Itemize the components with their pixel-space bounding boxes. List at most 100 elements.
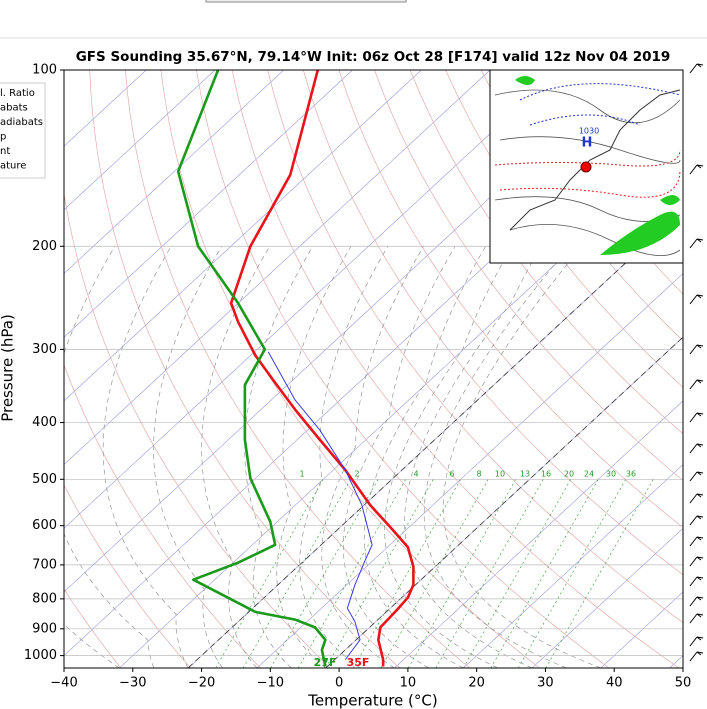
guide-line <box>407 479 516 668</box>
guide-line <box>270 479 379 668</box>
mixing-ratio-label: 6 <box>449 470 454 479</box>
guide-line <box>64 246 155 668</box>
x-tick-label: −30 <box>119 676 146 691</box>
mixing-ratio-label: 36 <box>626 470 636 479</box>
x-axis-label: Temperature (°C) <box>307 692 437 709</box>
guide-line <box>64 623 120 668</box>
mixing-ratio-label: 4 <box>413 470 418 479</box>
y-tick-label: 500 <box>32 472 57 487</box>
inset-label: 1030 <box>579 127 599 136</box>
inset-label: H <box>582 136 593 151</box>
legend-label: p <box>0 132 6 143</box>
guide-line <box>409 70 683 435</box>
y-tick-label: 200 <box>32 239 57 254</box>
guide-line <box>404 246 542 668</box>
wind-barb <box>689 471 704 482</box>
wind-barb <box>689 596 704 607</box>
guide-line <box>384 246 513 668</box>
mixing-ratio-label: 13 <box>520 470 530 479</box>
guide-line <box>463 464 683 668</box>
guide-line <box>201 246 270 668</box>
guide-line <box>64 70 491 465</box>
y-tick-label: 300 <box>32 342 57 357</box>
guide-line <box>518 479 627 668</box>
x-tick-label: 40 <box>606 676 623 691</box>
guide-line <box>445 70 683 388</box>
legend-label: adiabats <box>0 117 43 128</box>
wind-barb <box>689 344 704 355</box>
guide-line <box>196 70 610 668</box>
wind-barb <box>689 63 704 74</box>
x-tick-label: 0 <box>335 676 343 691</box>
guide-line <box>352 479 461 668</box>
wind-barb <box>689 164 704 175</box>
guide-line <box>64 70 353 338</box>
wind-barb <box>689 294 704 305</box>
guide-line <box>64 70 628 593</box>
guide-line <box>64 484 191 668</box>
mixing-ratio-label: 1 <box>299 470 304 479</box>
annotation: 27F <box>314 656 337 669</box>
guide-line <box>394 400 683 668</box>
guide-line <box>463 479 572 668</box>
top-input[interactable] <box>205 0 407 3</box>
y-tick-label: 100 <box>32 63 57 78</box>
x-tick-label: 30 <box>537 676 554 691</box>
mixing-ratio-label: 10 <box>495 470 505 479</box>
annotation: 35F <box>347 656 370 669</box>
legend-label: abats <box>0 103 28 114</box>
guide-line <box>64 82 683 657</box>
y-tick-label: 1000 <box>24 648 57 663</box>
guide-line <box>244 246 313 668</box>
guide-line <box>297 479 406 668</box>
chart-title: GFS Sounding 35.67°N, 79.14°W Init: 06z … <box>76 49 671 65</box>
guide-line <box>423 246 567 668</box>
wind-barb <box>689 556 704 567</box>
x-tick-label: −20 <box>188 676 215 691</box>
guide-line <box>160 70 540 668</box>
guide-line <box>89 70 401 668</box>
y-tick-label: 700 <box>32 557 57 572</box>
guide-line <box>374 70 683 481</box>
x-tick-label: 10 <box>400 676 417 691</box>
profiles <box>176 70 415 667</box>
mixing-ratio-label: 16 <box>541 470 551 479</box>
guide-line <box>695 70 707 668</box>
profile-line <box>176 70 327 667</box>
y-tick-label: 600 <box>32 518 57 533</box>
x-tick-label: 20 <box>468 676 485 691</box>
wind-barb <box>689 613 704 624</box>
wind-barb <box>689 515 704 526</box>
guide-line <box>531 527 683 668</box>
wind-barb <box>689 536 704 547</box>
mixing-ratio-label: 24 <box>584 470 594 479</box>
y-tick-label: 800 <box>32 591 57 606</box>
guide-line <box>342 246 456 668</box>
guide-line <box>299 246 389 668</box>
guide-line <box>187 209 683 668</box>
profile-line <box>267 351 373 660</box>
legend-label: nt <box>0 146 10 157</box>
guide-line <box>380 479 489 668</box>
background-lines <box>64 70 707 668</box>
guide-line <box>338 70 683 528</box>
guide-line <box>490 479 599 668</box>
guide-line <box>102 246 189 668</box>
wind-barb <box>689 443 704 454</box>
guide-line <box>481 70 683 342</box>
plot-frame <box>63 69 684 669</box>
guide-line <box>64 192 331 668</box>
guide-line <box>443 246 601 668</box>
guide-line <box>64 70 560 529</box>
guide-line <box>600 591 683 668</box>
y-tick-label: 400 <box>32 415 57 430</box>
mixing-ratio-label: 8 <box>476 470 481 479</box>
wind-barb <box>689 493 704 504</box>
x-tick-label: 50 <box>675 676 692 691</box>
guide-line <box>64 70 422 402</box>
wind-barb <box>689 379 704 390</box>
guide-line <box>242 479 351 668</box>
mixing-ratio-label: 2 <box>354 470 359 479</box>
wind-barb <box>689 636 704 647</box>
